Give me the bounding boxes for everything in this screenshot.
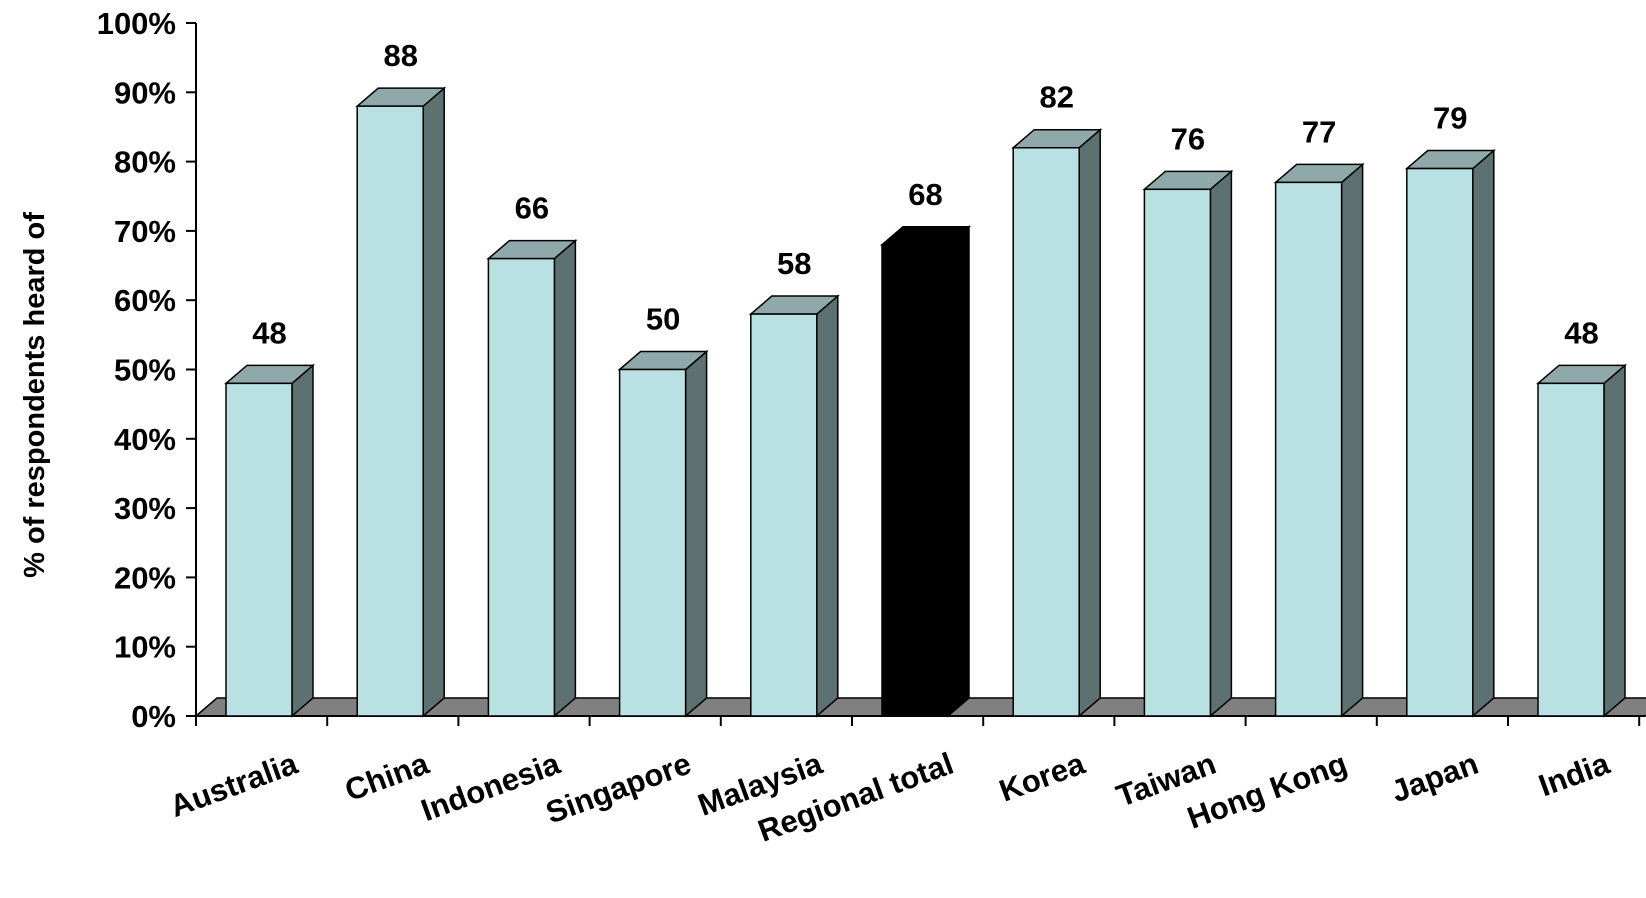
x-axis-labels: Australia ChinaIndonesiaSingaporeMalaysia… <box>165 745 1614 848</box>
y-tick-label: 30% <box>114 491 176 526</box>
bar <box>1535 363 1628 718</box>
bar-front <box>1012 146 1080 717</box>
y-tick-label: 90% <box>114 75 176 110</box>
bar <box>1142 169 1234 718</box>
x-tick-label: Singapore <box>541 746 695 831</box>
bar-front <box>1537 382 1605 717</box>
bar-front <box>1274 181 1343 717</box>
y-tick-label: 0% <box>131 699 176 734</box>
bar <box>617 349 709 718</box>
data-label: 48 <box>252 315 286 350</box>
data-label: 76 <box>1171 121 1205 156</box>
bar <box>486 238 578 718</box>
bar-front <box>356 105 424 717</box>
bar <box>748 294 840 718</box>
bar-front <box>1143 188 1212 717</box>
bar-side <box>1078 128 1101 718</box>
bar <box>1011 128 1103 718</box>
data-label: 79 <box>1433 101 1467 136</box>
bar-front <box>1406 167 1474 717</box>
y-tick-label: 70% <box>114 214 176 249</box>
y-tick-label: 20% <box>114 560 176 595</box>
bar-side <box>816 294 839 718</box>
x-tick-label: Indonesia <box>416 745 565 828</box>
x-tick-label: Korea <box>995 745 1090 808</box>
bar-front <box>750 313 818 717</box>
y-axis: 0% 10% 20% 30% 40% 50% 60% 70% 80% 90% 100% <box>97 6 1646 734</box>
bar-side <box>1603 363 1626 718</box>
y-tick-label: 10% <box>114 630 176 665</box>
y-tick-label: 60% <box>114 283 176 318</box>
bar-side <box>1472 148 1495 718</box>
data-label: 48 <box>1564 315 1598 350</box>
bar-side <box>422 86 445 718</box>
y-tick-label: 40% <box>114 422 176 457</box>
bar-side <box>291 363 314 718</box>
bar <box>879 225 972 718</box>
bars <box>223 86 1628 718</box>
data-label: 77 <box>1302 114 1336 149</box>
data-label: 50 <box>646 302 680 337</box>
bar-side <box>553 238 577 718</box>
bar-side <box>684 349 708 718</box>
bar <box>355 86 447 718</box>
data-labels: 48 88 66 50 58 68 82 76 77 79 48 <box>252 38 1598 350</box>
y-tick-label: 100% <box>97 6 176 41</box>
data-label: 66 <box>515 191 549 226</box>
x-tick-label: India <box>1534 745 1615 803</box>
bar <box>1404 148 1496 718</box>
bar-side <box>1209 169 1233 718</box>
bar-front <box>618 368 687 717</box>
x-tick-label: Australia <box>165 745 302 824</box>
y-tick-label: 80% <box>114 145 176 180</box>
data-label: 82 <box>1039 80 1073 115</box>
bar <box>223 363 316 718</box>
data-label: 58 <box>777 246 811 281</box>
data-label: 88 <box>383 38 417 73</box>
bar <box>1273 162 1365 718</box>
bar-front <box>225 382 293 717</box>
x-tick-label: Japan <box>1387 746 1483 810</box>
bar-front <box>487 257 556 717</box>
bar-side <box>1340 162 1364 718</box>
y-axis-title: % of respondents heard of <box>19 212 51 578</box>
y-tick-label: 50% <box>114 353 176 388</box>
bar-front <box>881 244 949 717</box>
data-label: 68 <box>908 177 942 212</box>
bar-side <box>947 225 970 718</box>
